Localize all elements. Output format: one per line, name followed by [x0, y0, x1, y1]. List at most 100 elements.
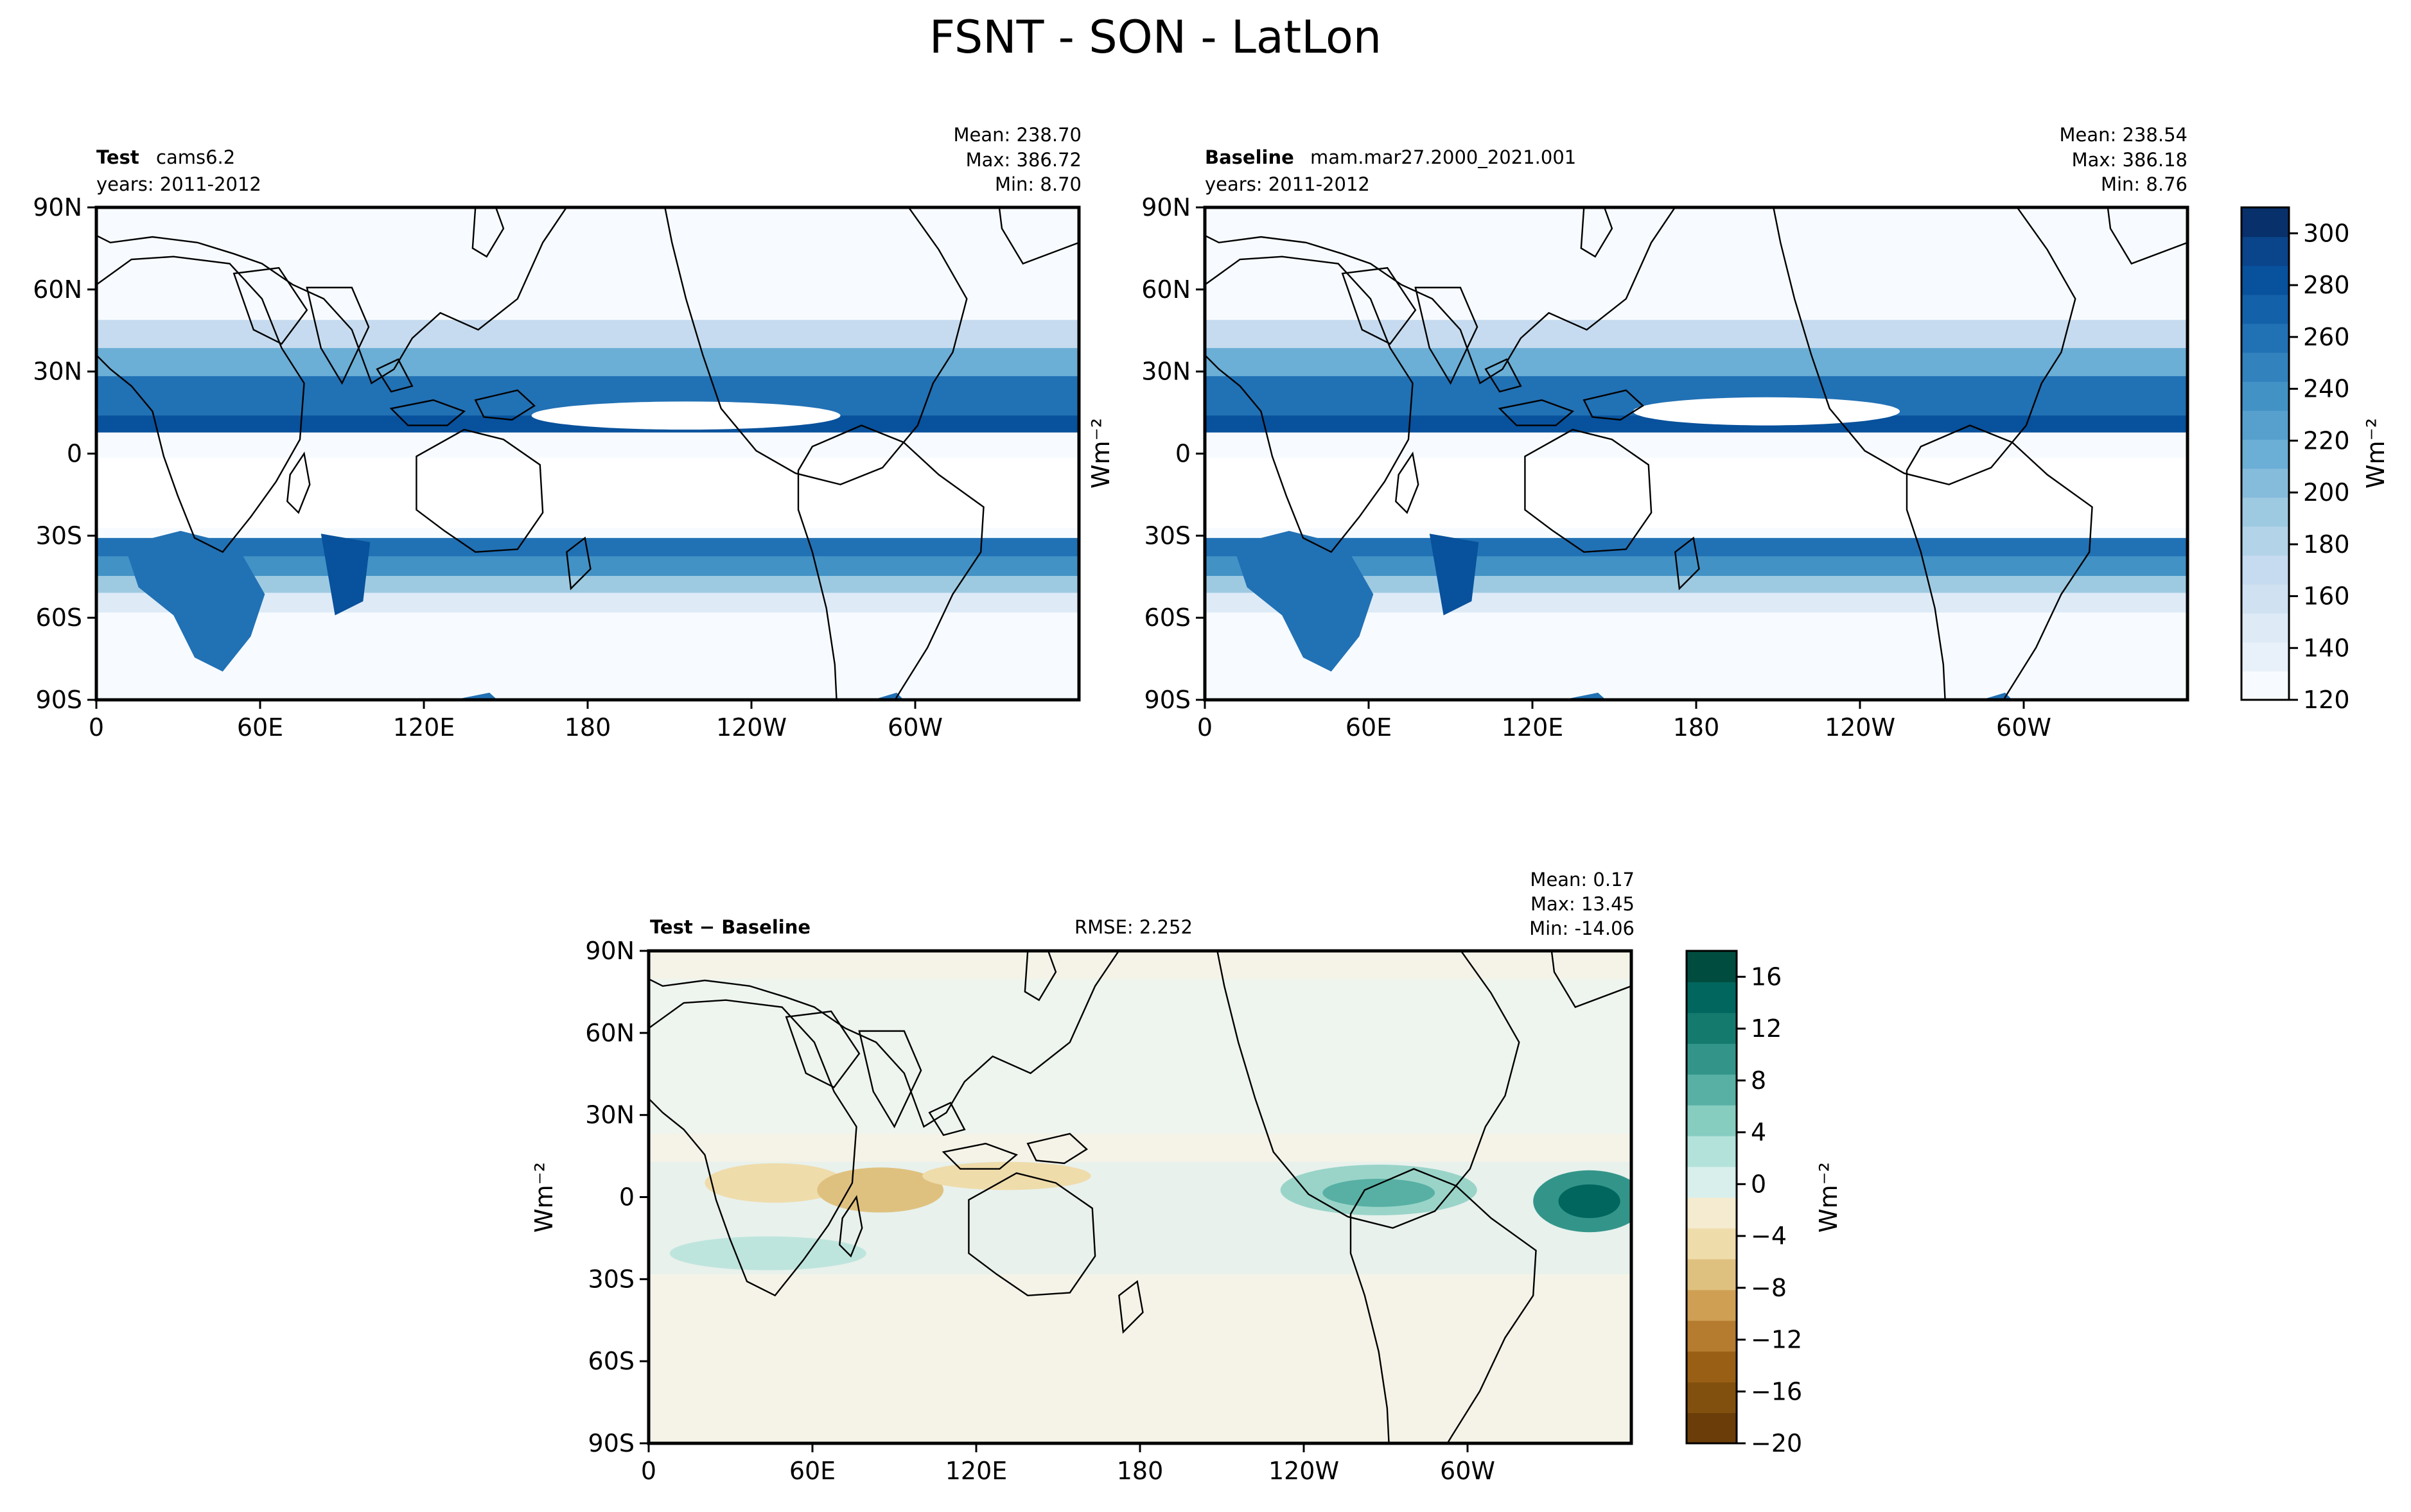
difference-ylabel: Wm⁻²	[530, 1162, 558, 1233]
blues-colorbar-frame	[2240, 206, 2290, 701]
test-label-text: cams6.2	[156, 146, 235, 168]
test-xtick-label-5: 60W	[888, 713, 943, 742]
test-xtick-label-2: 120E	[393, 713, 455, 742]
difference-xtick-label-4: 120W	[1268, 1457, 1339, 1485]
brbg-colorbar: −20 −16 −12 −8 −4 0 4 8 12 16	[1685, 950, 1802, 1457]
difference-ytick-label-1: 60N	[585, 1019, 635, 1047]
blues-colorbar-segment	[2241, 497, 2289, 527]
blues-colorbar-segment	[2241, 410, 2289, 440]
panel-difference	[647, 949, 1633, 1445]
baseline-min: Min: 8.76	[2101, 173, 2187, 195]
test-ytick-label-4: 30S	[36, 521, 82, 550]
blues-colorbar-segment	[2241, 265, 2289, 295]
test-ytick-label-2: 30N	[33, 358, 82, 386]
test-years: years: 2011-2012	[96, 173, 261, 195]
baseline-ytick-label-5: 60S	[1144, 604, 1191, 632]
baseline-label-text: mam.mar27.2000_2021.001	[1310, 146, 1576, 168]
panel-test	[94, 205, 1081, 702]
test-ytick-label-1: 60N	[33, 275, 82, 304]
brbg-colorbar-segment	[1687, 1382, 1737, 1414]
brbg-colorbar-segment	[1687, 1228, 1737, 1260]
brbg-colorbar-segment	[1687, 1197, 1737, 1229]
test-min: Min: 8.70	[995, 173, 1082, 195]
baseline-ytick-label-1: 60N	[1141, 275, 1191, 304]
blues-colorbar-segment	[2241, 555, 2289, 585]
difference-ytick-label-3: 0	[619, 1183, 635, 1212]
blues-colorbar-tick-label: 140	[2303, 634, 2350, 662]
test-mean: Mean: 238.70	[954, 124, 1082, 146]
test-xtick-label-4: 120W	[716, 713, 787, 742]
brbg-colorbar-tick-label: 8	[1751, 1066, 1766, 1095]
baseline-xtick-label-5: 60W	[1996, 713, 2051, 742]
figure-title: FSNT - SON - LatLon	[929, 11, 1381, 64]
baseline-ytick-label-4: 30S	[1144, 521, 1191, 550]
blues-colorbar-segment	[2241, 323, 2289, 353]
brbg-colorbar-tick-label: −8	[1751, 1274, 1787, 1302]
brbg-colorbar-segment	[1687, 1166, 1737, 1198]
difference-mean: Mean: 0.17	[1530, 869, 1635, 891]
blues-colorbar-tick-label: 240	[2303, 375, 2350, 403]
test-ytick-label-5: 60S	[36, 604, 82, 632]
test-ytick-label-3: 0	[67, 440, 82, 468]
brbg-colorbar-label: Wm⁻²	[1814, 1162, 1843, 1233]
blues-colorbar-segment	[2241, 207, 2289, 238]
blues-colorbar: 120 140 160 180 200 220 240 260 280 300	[2240, 206, 2350, 714]
blues-colorbar-tick-label: 220	[2303, 426, 2350, 455]
blues-colorbar-label: Wm⁻²	[2362, 418, 2390, 489]
test-xtick-label-3: 180	[565, 713, 611, 742]
blues-colorbar-tick-label: 300	[2303, 219, 2350, 247]
brbg-colorbar-tick-label: 16	[1751, 962, 1782, 991]
blues-colorbar-segment	[2241, 381, 2289, 411]
difference-ytick-label-0: 90N	[585, 937, 635, 965]
brbg-colorbar-tick-label: −4	[1751, 1222, 1787, 1250]
brbg-colorbar-tick-label: 4	[1751, 1118, 1766, 1147]
test-map	[96, 207, 1080, 700]
baseline-xtick-label-2: 120E	[1502, 713, 1564, 742]
brbg-colorbar-tick-label: −12	[1751, 1326, 1802, 1354]
brbg-colorbar-segment	[1687, 951, 1737, 982]
brbg-colorbar-segment	[1687, 1258, 1737, 1290]
baseline-ylabel: Wm⁻²	[1087, 418, 1115, 489]
brbg-colorbar-segment	[1687, 1289, 1737, 1321]
blues-colorbar-segment	[2241, 439, 2289, 469]
blues-colorbar-segment	[2241, 236, 2289, 266]
brbg-colorbar-segment	[1687, 1320, 1737, 1352]
brbg-colorbar-tick-label: 12	[1751, 1014, 1782, 1043]
blues-colorbar-tick-label: 260	[2303, 323, 2350, 351]
brbg-colorbar-segment	[1687, 1043, 1737, 1075]
baseline-ytick-label-0: 90N	[1141, 193, 1191, 222]
baseline-xtick-label-3: 180	[1673, 713, 1720, 742]
brbg-colorbar-segment	[1687, 1351, 1737, 1383]
difference-rmse: RMSE: 2.252	[1074, 916, 1193, 938]
difference-min: Min: -14.06	[1529, 917, 1635, 939]
baseline-map	[1205, 207, 2188, 700]
brbg-colorbar-segment	[1687, 1073, 1737, 1106]
blues-colorbar-segment	[2241, 584, 2289, 614]
difference-xtick-label-1: 60E	[789, 1457, 836, 1485]
baseline-ytick-label-6: 90S	[1144, 686, 1191, 714]
brbg-colorbar-tick-label: 0	[1751, 1170, 1766, 1198]
difference-xtick-label-0: 0	[641, 1457, 656, 1485]
baseline-xtick-label-1: 60E	[1346, 713, 1392, 742]
test-xtick-label-1: 60E	[237, 713, 283, 742]
blues-colorbar-tick-label: 180	[2303, 530, 2350, 559]
baseline-years: years: 2011-2012	[1205, 173, 1370, 195]
brbg-colorbar-tick-label: −16	[1751, 1377, 1802, 1405]
blues-colorbar-tick-label: 200	[2303, 478, 2350, 507]
blues-colorbar-tick-label: 280	[2303, 271, 2350, 299]
difference-map	[649, 951, 1632, 1443]
blues-colorbar-tick-label: 120	[2303, 686, 2350, 714]
brbg-colorbar-segment	[1687, 1104, 1737, 1136]
baseline-max: Max: 386.18	[2072, 149, 2187, 171]
panel-baseline	[1203, 205, 2189, 702]
blues-colorbar-segment	[2241, 526, 2289, 556]
blues-colorbar-tick-label: 160	[2303, 582, 2350, 611]
difference-max: Max: 13.45	[1530, 893, 1635, 915]
baseline-label-bold: Baseline	[1205, 146, 1294, 168]
brbg-colorbar-tick-label: −20	[1751, 1429, 1802, 1457]
test-ytick-label-6: 90S	[36, 686, 82, 714]
baseline-xtick-label-0: 0	[1197, 713, 1213, 742]
brbg-colorbar-segment	[1687, 1135, 1737, 1167]
